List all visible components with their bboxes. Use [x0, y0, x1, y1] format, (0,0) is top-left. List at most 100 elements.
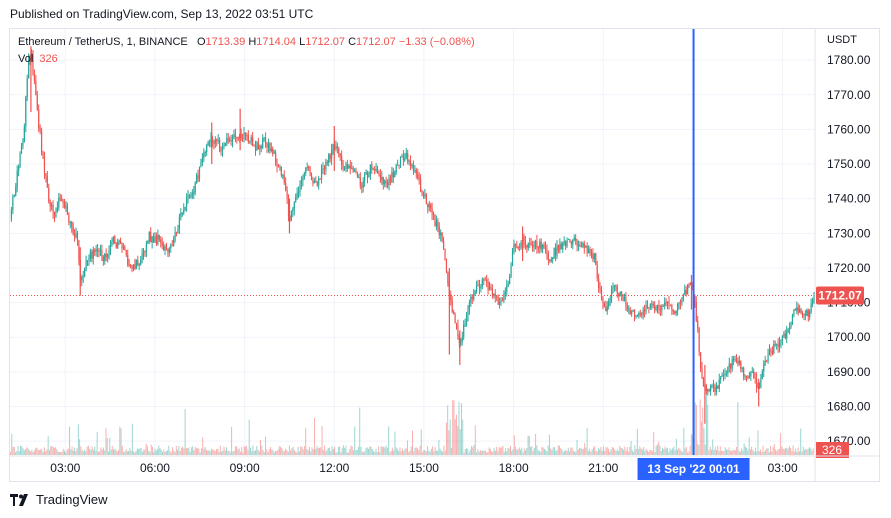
volume-bar [777, 449, 779, 455]
volume-bar [556, 450, 558, 455]
volume-bar [399, 447, 401, 455]
volume-bar [498, 447, 500, 455]
candle-body [287, 197, 290, 216]
volume-bar [121, 445, 123, 455]
volume-bar [471, 445, 473, 455]
volume-bar [366, 447, 368, 455]
candle-body [684, 290, 686, 295]
candle-body [655, 307, 657, 310]
volume-bar [506, 451, 508, 455]
volume-bar [18, 451, 20, 455]
volume-bar [27, 448, 29, 455]
volume-bar [144, 449, 146, 455]
candle-body [253, 145, 255, 147]
volume-bar [64, 450, 66, 455]
volume-bar [543, 448, 545, 455]
candle-body [491, 288, 493, 296]
candle-body [613, 285, 616, 287]
volume-bar [261, 445, 263, 455]
volume-bar [723, 450, 725, 455]
volume-bar [187, 448, 189, 455]
candle-body [780, 339, 782, 343]
volume-bar [499, 447, 501, 455]
candle-body [606, 306, 608, 312]
volume-bar [577, 449, 579, 455]
volume-bar [670, 450, 672, 455]
volume-bar [346, 452, 348, 455]
chart-canvas[interactable]: 03:0006:0009:0012:0015:0018:0021:0000:00… [0, 0, 891, 486]
volume-bar [744, 446, 746, 455]
volume-bar [295, 451, 297, 455]
candle-body [51, 204, 53, 207]
candle-body [451, 300, 453, 312]
volume-bar [325, 451, 327, 455]
candle-body [530, 243, 532, 245]
candle-body [249, 141, 251, 142]
volume-bar [477, 449, 479, 455]
candle-body [672, 309, 674, 312]
volume-bar [429, 451, 431, 455]
volume-bar [775, 449, 777, 455]
candle-body [389, 177, 392, 183]
volume-bar [462, 419, 464, 455]
candle-body [701, 368, 703, 378]
volume-bar [746, 447, 748, 455]
volume-bar [391, 447, 393, 455]
candle-body [656, 304, 659, 308]
chart-frame[interactable] [9, 28, 880, 482]
volume-bar [532, 451, 534, 455]
currency-label[interactable]: USDT [827, 34, 857, 46]
volume-bar [282, 450, 284, 455]
candle-body [117, 242, 119, 248]
volume-bar [448, 430, 450, 455]
candle-body [200, 162, 202, 167]
x-tick-label: 21:00 [588, 461, 618, 475]
candle-body [88, 258, 90, 261]
volume-bar [747, 450, 749, 455]
candle-body [109, 245, 112, 251]
candle-body [721, 374, 723, 377]
volume-bar [739, 451, 741, 455]
volume-bar [574, 452, 576, 455]
volume-bar [232, 451, 234, 455]
candle-body [444, 248, 446, 261]
volume-bar [66, 449, 68, 455]
volume-bar [247, 450, 249, 455]
volume-bar [414, 447, 416, 455]
candle-body [616, 286, 618, 294]
volume-bar [375, 448, 377, 455]
candle-body [787, 329, 789, 332]
candle-body [695, 302, 697, 321]
volume-bar [270, 446, 272, 455]
volume-bar [562, 452, 564, 455]
volume-bar [435, 450, 437, 455]
volume-bar [650, 449, 652, 455]
candle-body [141, 253, 143, 262]
candle-body [127, 254, 129, 265]
candle-body [211, 138, 214, 143]
volume-bar [488, 447, 490, 455]
candle-body [735, 359, 738, 361]
candle-body [712, 385, 715, 386]
candle-body [427, 203, 429, 208]
volume-bar [751, 446, 753, 455]
volume-bar [432, 446, 434, 455]
candle-body [509, 276, 511, 284]
volume-bar [703, 427, 705, 455]
volume-bar [566, 451, 568, 455]
volume-bar [530, 446, 532, 455]
volume-bar [753, 451, 755, 455]
volume-bar [252, 445, 254, 455]
candle-body [81, 276, 83, 281]
volume-bar [82, 451, 84, 455]
candle-body [170, 245, 172, 249]
candle-body [666, 301, 669, 304]
volume-bar [587, 450, 589, 455]
candle-body [629, 309, 631, 314]
volume-bar [37, 449, 39, 455]
volume-bar [712, 439, 714, 455]
tradingview-logo[interactable]: TradingView [10, 492, 108, 507]
candle-body [702, 377, 705, 387]
volume-bar [281, 448, 283, 455]
candle-body [501, 300, 504, 302]
